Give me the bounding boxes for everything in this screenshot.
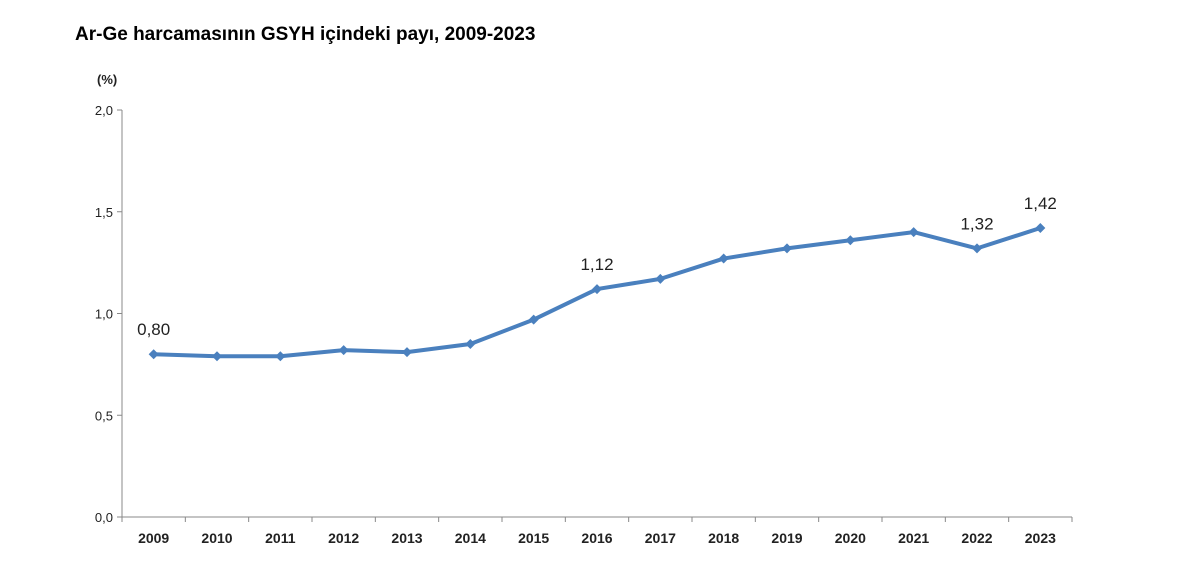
y-tick-label: 0,0 (95, 510, 113, 525)
data-point-marker (1035, 223, 1046, 234)
x-tick-label: 2022 (961, 530, 992, 546)
data-label: 1,32 (960, 214, 993, 233)
chart-title: Ar-Ge harcamasının GSYH içindeki payı, 2… (75, 24, 536, 45)
data-point-marker (592, 284, 602, 295)
y-tick-label: 2,0 (95, 103, 113, 118)
data-point-marker (402, 347, 412, 358)
x-tick-label: 2020 (835, 530, 866, 546)
x-tick-label: 2011 (265, 530, 296, 546)
data-point-marker (782, 243, 792, 254)
x-tick-label: 2021 (898, 530, 929, 546)
data-point-marker (212, 351, 222, 362)
x-tick-label: 2023 (1025, 530, 1056, 546)
y-tick-label: 1,5 (95, 205, 113, 220)
data-point-marker (275, 351, 286, 362)
data-point-marker (338, 345, 349, 356)
x-tick-label: 2010 (201, 530, 232, 546)
x-tick-label: 2018 (708, 530, 739, 546)
x-tick-label: 2017 (645, 530, 676, 546)
data-point-marker (908, 227, 919, 238)
data-point-marker (718, 253, 729, 264)
x-tick-label: 2015 (518, 530, 549, 546)
x-tick-label: 2016 (581, 530, 612, 546)
y-tick-label: 0,5 (95, 408, 113, 423)
x-tick-label: 2013 (391, 530, 422, 546)
x-tick-label: 2019 (771, 530, 802, 546)
y-unit-label: (%) (97, 72, 117, 87)
data-point-marker (972, 243, 982, 254)
x-tick-label: 2009 (138, 530, 169, 546)
data-point-marker (528, 314, 539, 325)
data-label: 1,42 (1024, 194, 1057, 213)
data-point-marker (148, 349, 159, 360)
data-label: 0,80 (137, 320, 170, 339)
x-tick-label: 2014 (455, 530, 486, 546)
data-point-marker (655, 273, 666, 284)
data-point-marker (465, 339, 476, 350)
y-tick-label: 1,0 (95, 307, 113, 322)
data-point-marker (845, 235, 856, 246)
x-tick-label: 2012 (328, 530, 359, 546)
data-label: 1,12 (580, 255, 613, 274)
